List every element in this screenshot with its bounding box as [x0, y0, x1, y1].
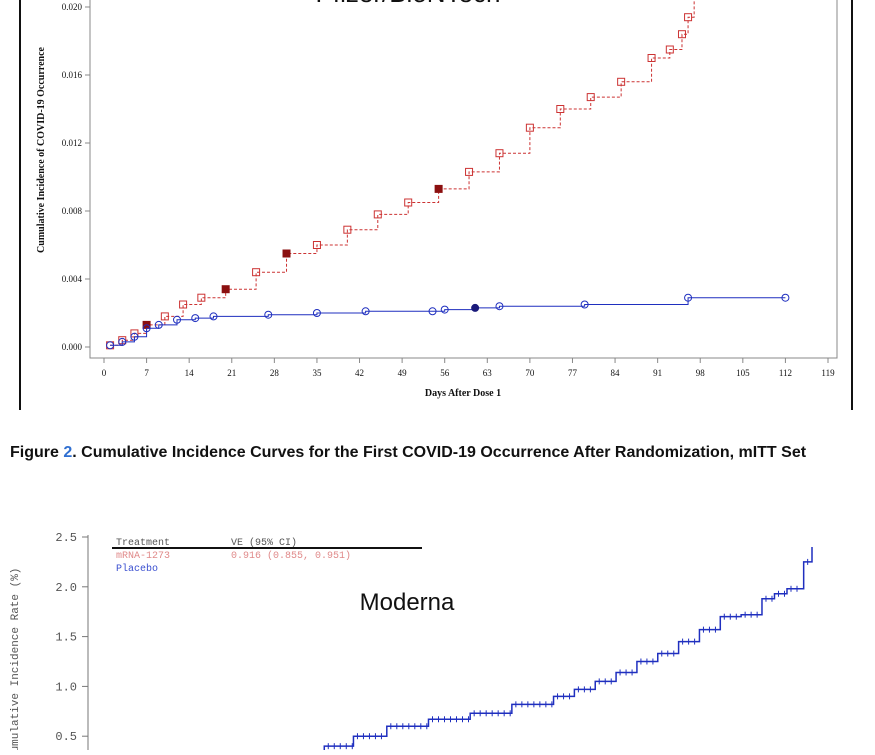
x-tick-label: 0	[102, 368, 107, 378]
x-tick-label: 70	[525, 368, 535, 378]
moderna-title: Moderna	[360, 589, 455, 616]
y-tick-label: 0.008	[62, 206, 83, 216]
y-tick-label: 0.004	[62, 274, 83, 284]
data-point-square	[312, 241, 321, 249]
data-point-square	[465, 167, 474, 176]
caption-number: 2	[63, 444, 73, 461]
data-point-square	[343, 225, 352, 234]
x-tick-label: 56	[440, 368, 450, 378]
data-point-square	[495, 149, 504, 158]
plot-frame	[89, 0, 838, 359]
x-tick-label: 112	[779, 368, 792, 378]
x-tick-label: 98	[696, 368, 706, 378]
data-point-circle	[264, 310, 273, 319]
y-tick-label: 0.012	[62, 138, 82, 148]
legend-header-treatment: Treatment	[116, 538, 170, 549]
legend-header-ve: VE (95% CI)	[231, 537, 297, 549]
y-tick-label: 0.016	[62, 70, 83, 80]
moderna-y-axis-label: umulative Incidence Rate (%)	[10, 568, 22, 750]
data-point-square	[434, 184, 443, 193]
x-tick-label: 77	[568, 368, 578, 378]
data-point-square	[179, 300, 188, 309]
data-point-circle	[142, 324, 151, 333]
x-tick-label: 14	[185, 368, 195, 378]
data-point-circle	[173, 315, 182, 324]
moderna-y-tick-label: 2.5	[55, 531, 77, 545]
x-tick-label: 7	[144, 368, 149, 378]
data-point-circle	[209, 312, 218, 321]
data-point-square	[404, 198, 413, 207]
x-tick-label: 49	[398, 368, 408, 378]
moderna-y-tick-label: 0.5	[55, 730, 77, 744]
x-tick-label: 63	[483, 368, 493, 378]
pfizer-chart: Pfizer/BioNTech Cumulative Incidence of …	[19, 0, 853, 410]
data-point-circle	[440, 305, 449, 314]
caption-prefix: Figure	[10, 444, 64, 461]
x-tick-label: 105	[736, 368, 750, 378]
data-point-square	[221, 285, 230, 294]
data-point-circle	[118, 337, 127, 346]
data-point-circle	[495, 302, 504, 311]
data-point-square	[373, 210, 382, 219]
x-tick-label: 28	[270, 368, 280, 378]
data-point-square	[665, 45, 674, 54]
data-point-circle	[361, 307, 370, 316]
data-point-square	[617, 77, 626, 86]
legend-mrna-name: mRNA-1273	[116, 551, 170, 562]
moderna-y-tick-label: 1.5	[55, 631, 77, 645]
moderna-y-tick-label: 1.0	[55, 680, 77, 694]
data-point-square	[647, 54, 656, 62]
legend-placebo-name: Placebo	[116, 563, 158, 575]
data-point-circle	[580, 300, 589, 309]
data-point-square	[556, 105, 565, 113]
x-tick-label: 35	[312, 368, 322, 378]
x-tick-label: 91	[653, 368, 662, 378]
caption-text: . Cumulative Incidence Curves for the Fi…	[72, 444, 807, 461]
data-point-circle	[781, 293, 790, 302]
moderna-legend: Treatment VE (95% CI) mRNA-1273 0.916 (0…	[112, 537, 422, 575]
data-point-circle	[471, 303, 480, 312]
data-point-circle	[106, 341, 115, 350]
moderna-chart-panel: umulative Incidence Rate (%) Moderna Tre…	[0, 515, 875, 755]
x-tick-label: 42	[355, 368, 364, 378]
data-point-circle	[428, 307, 437, 316]
data-point-square	[684, 13, 693, 22]
pfizer-chart-panel: Pfizer/BioNTech Cumulative Incidence of …	[19, 0, 853, 410]
moderna-chart: umulative Incidence Rate (%) Moderna Tre…	[10, 531, 813, 755]
moderna-y-tick-label: 2.0	[55, 581, 77, 595]
x-tick-label: 21	[227, 368, 236, 378]
vaccine-placebo-curve-red	[110, 0, 695, 346]
data-point-circle	[191, 314, 200, 323]
data-point-square	[677, 30, 686, 39]
figure-caption: Figure 2. Cumulative Incidence Curves fo…	[10, 443, 830, 462]
data-point-square	[197, 293, 206, 302]
y-axis-label: Cumulative Incidence of COVID-19 Occurre…	[36, 46, 47, 252]
data-point-square	[525, 123, 534, 132]
data-point-square	[586, 93, 595, 102]
placebo-curve	[323, 546, 813, 755]
data-point-square	[252, 268, 261, 277]
x-tick-label: 84	[611, 368, 621, 378]
legend-mrna-ve: 0.916 (0.855, 0.951)	[231, 550, 351, 562]
data-point-circle	[130, 332, 139, 341]
data-point-circle	[684, 293, 693, 302]
data-point-circle	[312, 309, 321, 317]
x-tick-label: 119	[821, 368, 835, 378]
data-point-square	[282, 249, 291, 258]
y-tick-label: 0.020	[62, 2, 83, 12]
vaccine-curve-blue	[110, 297, 786, 346]
data-point-circle	[154, 320, 163, 329]
data-point-square	[160, 312, 169, 321]
y-tick-label: 0.000	[62, 342, 83, 352]
chart-title: Pfizer/BioNTech	[316, 0, 501, 8]
x-axis-label: Days After Dose 1	[425, 388, 501, 399]
